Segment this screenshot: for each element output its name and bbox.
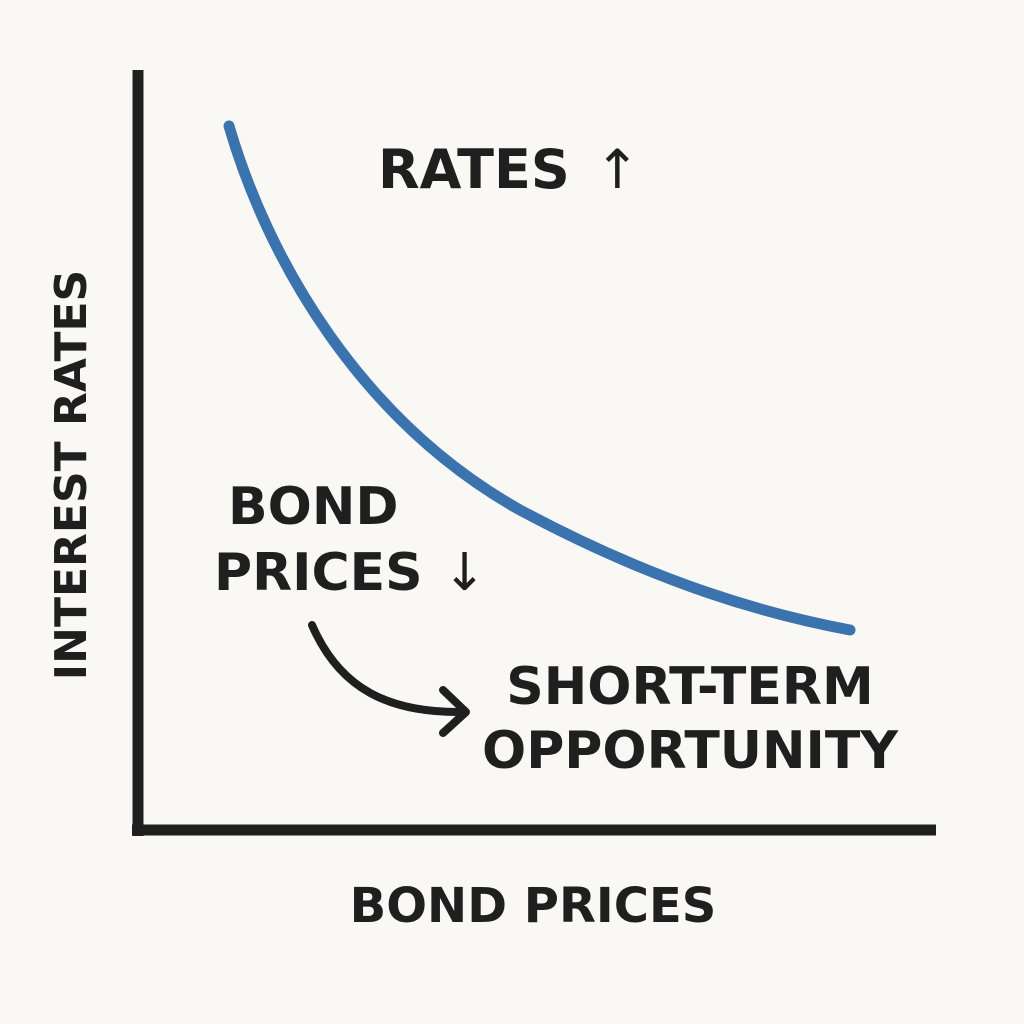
bond-prices-line2: PRICES ↓ [214,543,486,603]
x-axis-label: BOND PRICES [350,878,717,934]
rates-up-arrow-icon: ↑ [595,138,640,201]
bond-prices-text: PRICES [214,543,423,603]
opportunity-line1: SHORT-TERM [506,657,873,717]
curved-arrow-head [439,686,470,737]
curved-arrow [308,621,462,716]
bond-prices-down-arrow-icon: ↓ [443,543,487,603]
inverse-curve [223,120,856,636]
bond-prices-line1: BOND [228,477,399,537]
y-axis-label: INTEREST RATES [46,270,97,681]
rates-label: RATES ↑ [378,138,640,201]
opportunity-line2: OPPORTUNITY [482,721,899,781]
rates-text: RATES [378,138,570,201]
